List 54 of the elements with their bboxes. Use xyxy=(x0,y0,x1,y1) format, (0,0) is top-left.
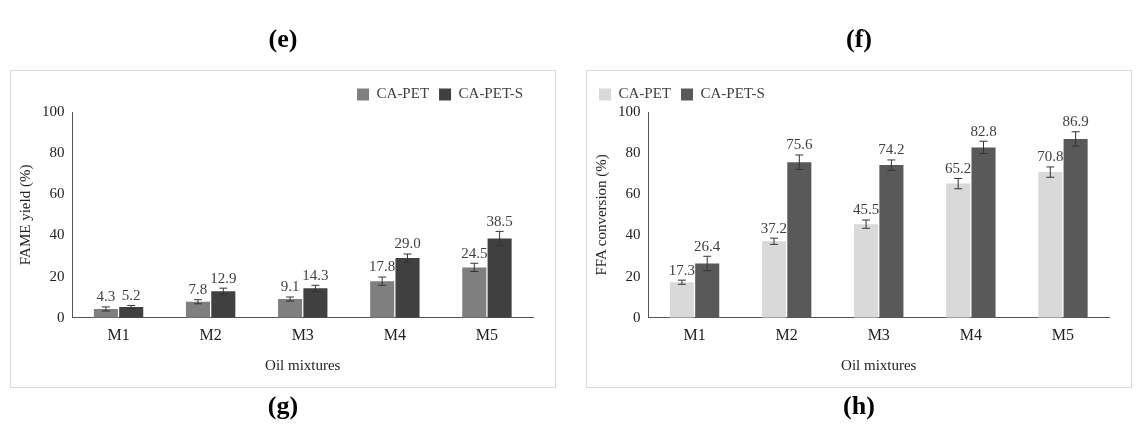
data-label: 74.2 xyxy=(878,141,905,158)
data-label: 82.8 xyxy=(970,122,997,139)
data-label: 38.5 xyxy=(486,212,513,229)
y-tick-label: 100 xyxy=(42,102,65,119)
data-label: 17.3 xyxy=(668,261,696,278)
y-tick-label: 0 xyxy=(633,308,641,325)
x-tick-label: M4 xyxy=(959,325,982,343)
y-axis-title: FFA conversion (%) xyxy=(592,154,610,276)
x-tick-label: M2 xyxy=(199,325,222,343)
x-tick-label: M3 xyxy=(867,325,890,343)
data-label: 5.2 xyxy=(121,286,141,303)
text: (f) xyxy=(845,23,873,55)
y-tick-label: 20 xyxy=(625,267,641,284)
x-tick-label: M1 xyxy=(107,325,130,343)
y-tick-label: 60 xyxy=(49,185,65,202)
x-tick-label: M1 xyxy=(683,325,706,343)
x-tick-label: M2 xyxy=(775,325,798,343)
x-tick-label: M4 xyxy=(383,325,406,343)
y-tick-label: 20 xyxy=(49,267,65,284)
data-label: 45.5 xyxy=(852,201,880,218)
data-label: 86.9 xyxy=(1062,113,1089,130)
text: (g) xyxy=(266,390,300,422)
y-tick-label: 40 xyxy=(49,226,65,243)
data-label: 17.8 xyxy=(369,258,396,275)
y-tick-label: 80 xyxy=(625,144,641,161)
y-tick-label: 100 xyxy=(618,102,641,119)
data-label: 12.9 xyxy=(210,269,237,286)
x-tick-label: M3 xyxy=(291,325,314,343)
x-tick-label: M5 xyxy=(475,325,499,343)
data-label: 29.0 xyxy=(394,235,421,252)
text: (e) xyxy=(267,23,299,55)
data-label: 26.4 xyxy=(694,237,721,254)
x-axis-title: Oil mixtures xyxy=(265,356,341,373)
y-tick-label: 60 xyxy=(625,185,641,202)
x-tick-label: M5 xyxy=(1051,325,1075,343)
data-label: 24.5 xyxy=(461,244,488,261)
y-tick-label: 40 xyxy=(625,226,641,243)
legend-label: CA-PET xyxy=(618,85,671,102)
legend-label: CA-PET-S xyxy=(458,85,524,102)
data-label: 37.2 xyxy=(760,219,788,236)
data-label: 65.2 xyxy=(945,159,972,176)
y-tick-label: 0 xyxy=(57,308,65,325)
legend-label: CA-PET xyxy=(376,85,430,102)
data-label: 9.1 xyxy=(280,278,300,295)
data-label: 70.8 xyxy=(1037,148,1064,165)
data-label: 4.3 xyxy=(96,288,116,305)
x-axis-title: Oil mixtures xyxy=(841,356,917,373)
data-label: 7.8 xyxy=(188,281,208,298)
y-tick-label: 80 xyxy=(49,144,65,161)
y-axis-title: FAME yield (%) xyxy=(16,164,34,266)
legend-label: CA-PET-S xyxy=(700,85,765,102)
data-label: 14.3 xyxy=(302,266,329,283)
text: (h) xyxy=(842,390,876,422)
data-label: 75.6 xyxy=(786,136,813,153)
